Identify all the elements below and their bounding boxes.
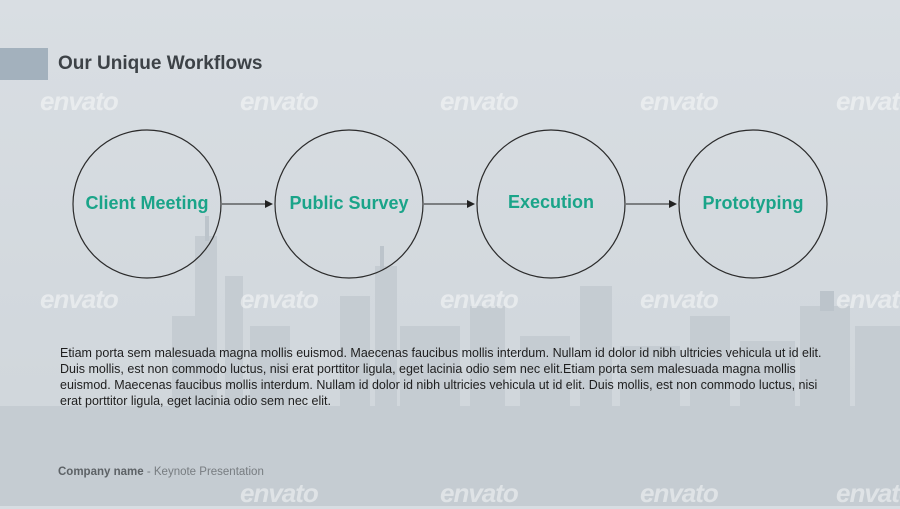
footer-company-name: Company name [58, 466, 144, 478]
watermark: envato [640, 284, 719, 314]
title-accent-bar [0, 48, 48, 80]
workflow-node-circle [72, 129, 222, 279]
watermark: envato [440, 86, 519, 116]
workflow-node-circle [274, 129, 424, 279]
watermark: envato [40, 284, 119, 314]
workflow-node-label: Execution [507, 192, 595, 212]
workflow-node-label: Client Meeting [85, 193, 209, 213]
workflow-node-circle [678, 129, 828, 279]
city-skyline-background [0, 216, 900, 506]
slide-title: Our Unique Workflows [58, 53, 263, 74]
workflow-node-label: Public Survey [289, 193, 409, 213]
watermark: envato [836, 478, 900, 508]
watermark: envato [640, 86, 719, 116]
watermark: envato [836, 86, 900, 116]
workflow-node-label: Prototyping [702, 193, 804, 213]
watermark: envato [836, 284, 900, 314]
watermark: envato [40, 86, 119, 116]
watermark: envato [440, 478, 519, 508]
body-paragraph: Etiam porta sem malesuada magna mollis e… [60, 346, 822, 408]
watermark: envato [640, 478, 719, 508]
watermark: envato [240, 86, 319, 116]
watermark: envato [440, 284, 519, 314]
footer-separator: - [143, 466, 154, 478]
workflow-node-circle [476, 129, 626, 279]
watermark: envato [240, 284, 319, 314]
footer-subtitle: Keynote Presentation [153, 466, 264, 478]
watermark: envato [240, 478, 319, 508]
footer: Company name - Keynote Presentation [58, 466, 264, 478]
